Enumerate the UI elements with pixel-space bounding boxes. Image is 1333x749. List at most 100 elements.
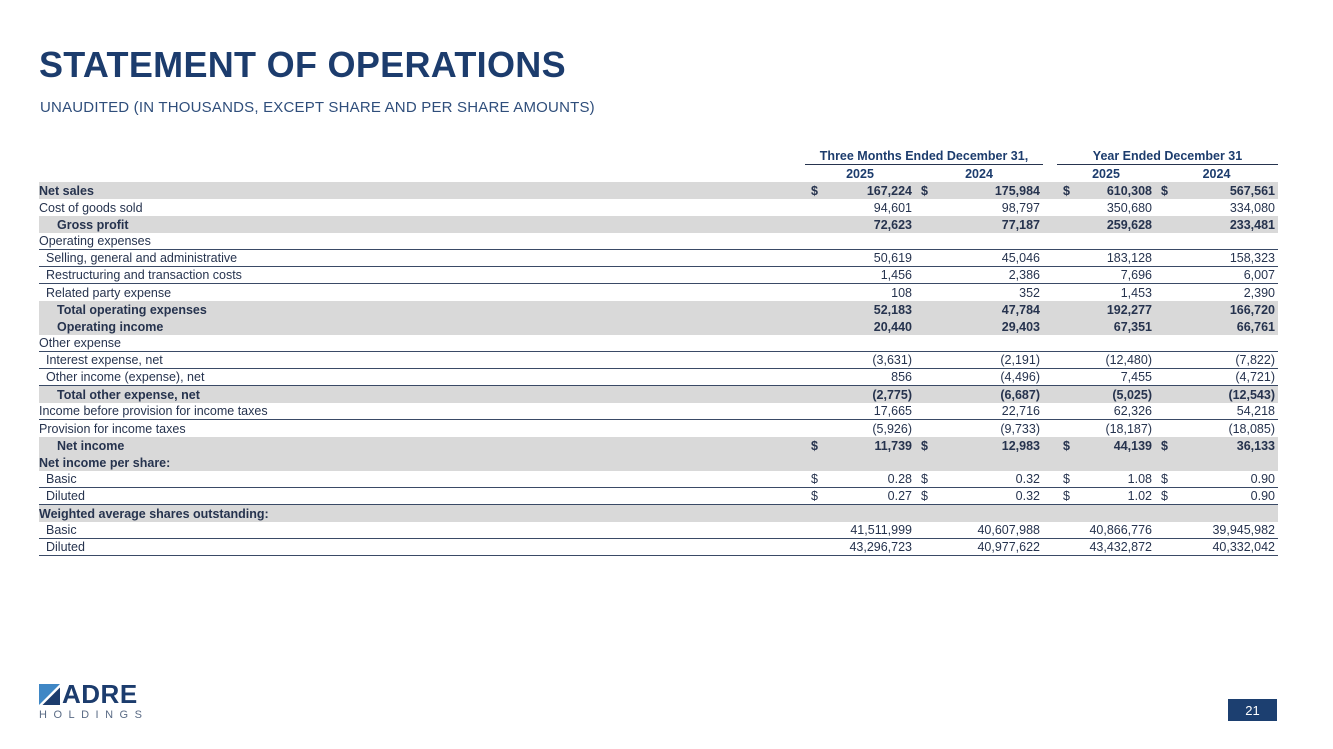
table-row: Diluted $0.27 $0.32 $1.02 $0.90 — [39, 488, 1278, 505]
table-row: Diluted 43,296,723 40,977,622 43,432,872 40,… — [39, 539, 1278, 556]
value-cell: 67,351 — [1057, 318, 1155, 335]
currency-symbol: $ — [811, 183, 818, 198]
currency-symbol: $ — [921, 438, 928, 453]
cell-value: 62,326 — [1113, 404, 1152, 418]
currency-symbol: $ — [1161, 472, 1168, 486]
value-cell: (12,543) — [1155, 386, 1278, 403]
cell-value: 0.90 — [1250, 472, 1275, 486]
row-label: Gross profit — [57, 217, 129, 232]
value-cell: 54,218 — [1155, 403, 1278, 419]
cell-value: 40,332,042 — [1212, 540, 1275, 554]
cell-value: 567,561 — [1229, 183, 1275, 198]
cell-value: 1,456 — [880, 268, 912, 282]
currency-symbol: $ — [1063, 489, 1070, 503]
value-cell: 7,455 — [1057, 369, 1155, 385]
cell-value: 40,977,622 — [977, 540, 1040, 554]
cell-value: 22,716 — [1001, 404, 1040, 418]
header-spacer — [39, 165, 805, 182]
value-cell: (9,733) — [915, 420, 1043, 437]
value-cell: (7,822) — [1155, 352, 1278, 368]
group-spacer — [1043, 488, 1057, 504]
value-cell — [805, 335, 915, 351]
value-cell: 334,080 — [1155, 199, 1278, 216]
cell-value: 2,390 — [1243, 285, 1275, 300]
value-cell: $0.28 — [805, 471, 915, 487]
cell-value: 334,080 — [1229, 200, 1275, 215]
year-col-4: 2024 — [1202, 166, 1231, 181]
cadre-logo: ADRE HOLDINGS — [39, 679, 148, 721]
year-col-3: 2025 — [1092, 166, 1120, 181]
table-row: Selling, general and administrative 50,61… — [39, 250, 1278, 267]
value-cell — [1155, 454, 1278, 471]
cell-value: 41,511,999 — [850, 523, 912, 537]
currency-symbol: $ — [921, 489, 928, 503]
currency-symbol: $ — [1161, 183, 1168, 198]
group-spacer — [1043, 318, 1057, 335]
cell-value: 77,187 — [1001, 217, 1040, 232]
value-cell: 66,761 — [1155, 318, 1278, 335]
header-spacer — [39, 148, 805, 165]
logo-wordmark: ADRE — [62, 679, 138, 709]
year-col-1: 2025 — [846, 166, 874, 181]
value-cell: 45,046 — [915, 250, 1043, 266]
cell-value: 11,739 — [874, 438, 912, 453]
value-cell: 17,665 — [805, 403, 915, 419]
cell-value: 29,403 — [1001, 319, 1040, 334]
value-cell: $36,133 — [1155, 437, 1278, 454]
table-row: Net income per share: — [39, 454, 1278, 471]
cell-value: 44,139 — [1113, 438, 1152, 453]
cell-value: (18,187) — [1105, 421, 1152, 436]
value-cell — [1057, 233, 1155, 249]
value-cell: (4,721) — [1155, 369, 1278, 385]
table-header-years: 2025 2024 2025 2024 — [39, 165, 1278, 182]
cell-value: (2,775) — [872, 387, 912, 402]
value-cell: $0.27 — [805, 488, 915, 504]
value-cell: 1,453 — [1057, 284, 1155, 301]
cell-value: 158,323 — [1229, 251, 1275, 265]
value-cell: (6,687) — [915, 386, 1043, 403]
value-cell: 43,296,723 — [805, 539, 915, 555]
value-cell: 20,440 — [805, 318, 915, 335]
value-cell: 40,866,776 — [1057, 522, 1155, 538]
cell-value: (6,687) — [1000, 387, 1040, 402]
value-cell: $1.08 — [1057, 471, 1155, 487]
table-row: Basic $0.28 $0.32 $1.08 $0.90 — [39, 471, 1278, 488]
row-label: Basic — [46, 523, 77, 537]
cell-value: 259,628 — [1106, 217, 1152, 232]
group-spacer — [1043, 335, 1057, 351]
value-cell: 52,183 — [805, 301, 915, 318]
cell-value: (18,085) — [1228, 421, 1275, 436]
cell-value: 166,720 — [1229, 302, 1275, 317]
row-label: Operating income — [57, 319, 164, 334]
value-cell: 50,619 — [805, 250, 915, 266]
row-label: Provision for income taxes — [39, 421, 186, 436]
row-label: Operating expenses — [39, 234, 151, 248]
cell-value: (3,631) — [872, 353, 912, 367]
group-spacer — [1043, 267, 1057, 283]
row-label: Total other expense, net — [57, 387, 200, 402]
cell-value: 40,866,776 — [1089, 523, 1152, 537]
value-cell: 39,945,982 — [1155, 522, 1278, 538]
value-cell — [1155, 233, 1278, 249]
table-row: Cost of goods sold 94,601 98,797 350,680 334… — [39, 199, 1278, 216]
value-cell: 2,390 — [1155, 284, 1278, 301]
cell-value: 43,432,872 — [1089, 540, 1152, 554]
currency-symbol: $ — [811, 438, 818, 453]
value-cell: 183,128 — [1057, 250, 1155, 266]
value-cell: 2,386 — [915, 267, 1043, 283]
row-label: Diluted — [46, 489, 85, 503]
row-label: Net sales — [39, 183, 94, 198]
group-spacer — [1043, 471, 1057, 487]
group-spacer — [1043, 233, 1057, 249]
cell-value: 0.32 — [1015, 472, 1040, 486]
col-group-year-ended: Year Ended December 31 — [1057, 149, 1278, 165]
cell-value: 0.28 — [887, 472, 912, 486]
row-label: Restructuring and transaction costs — [46, 268, 242, 282]
value-cell: 62,326 — [1057, 403, 1155, 419]
value-cell — [805, 454, 915, 471]
value-cell — [915, 505, 1043, 522]
value-cell — [805, 505, 915, 522]
currency-symbol: $ — [1063, 183, 1070, 198]
cell-value: 40,607,988 — [977, 523, 1040, 537]
page-title: STATEMENT OF OPERATIONS — [39, 44, 566, 85]
